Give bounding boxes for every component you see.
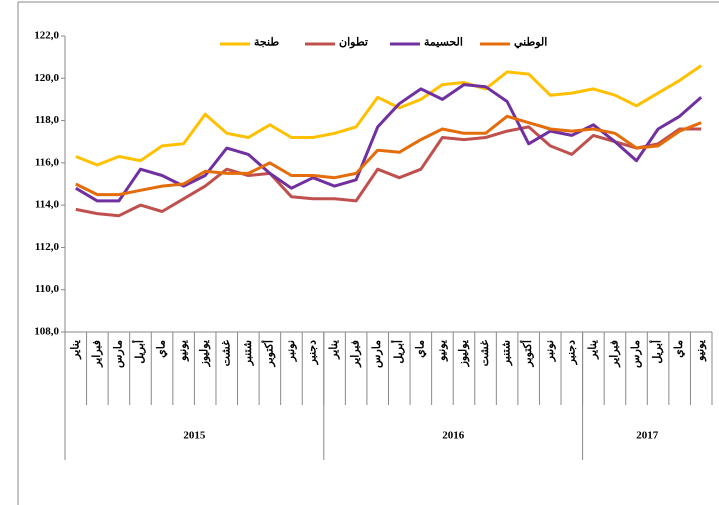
x-tick-label: فبراير [91, 340, 103, 368]
x-tick-label: يونيو [177, 340, 189, 362]
x-tick-label: أبريل [391, 340, 405, 364]
x-tick-label: أكتوبر [261, 340, 275, 367]
x-tick-label: مارس [112, 340, 124, 368]
y-tick-label: 120,0 [34, 72, 59, 84]
x-tick-label: يوليوز [199, 340, 211, 367]
legend-label: تطوان [339, 37, 368, 49]
year-label: 2016 [442, 430, 465, 442]
x-tick-label: غشت [220, 340, 232, 367]
x-tick-label: ماي [414, 340, 427, 358]
legend-label: الوطني [514, 37, 547, 50]
x-tick-label: غشت [479, 340, 491, 367]
series-line [75, 64, 703, 167]
x-tick-label: ماي [673, 340, 686, 358]
x-tick-label: دجنبر [565, 340, 577, 366]
legend-label: الحسيمة [424, 37, 463, 49]
series-line [75, 125, 702, 218]
x-tick-label: يونيو [436, 340, 448, 362]
x-tick-label: نونبر [544, 340, 556, 362]
y-tick-label: 122,0 [34, 30, 59, 42]
year-label: 2017 [636, 430, 659, 442]
x-tick-label: أبريل [132, 340, 146, 364]
series-line [75, 114, 702, 197]
x-tick-label: يناير [69, 340, 81, 360]
x-tick-label: يناير [328, 340, 340, 360]
x-tick-label: ماي [156, 340, 169, 358]
x-tick-label: نونبر [285, 340, 297, 362]
year-label: 2015 [183, 430, 206, 442]
x-tick-label: دجنبر [307, 340, 319, 366]
x-tick-label: أكتوبر [520, 340, 534, 367]
x-tick-label: فبراير [350, 340, 362, 368]
x-tick-label: يونيو [695, 340, 707, 362]
x-tick-label: فبراير [608, 340, 620, 368]
x-tick-label: شتنبر [501, 340, 513, 366]
y-tick-label: 108,0 [34, 326, 59, 338]
y-tick-label: 118,0 [35, 114, 60, 126]
y-tick-label: 112,0 [35, 241, 60, 253]
x-tick-label: شتنبر [242, 340, 254, 366]
x-tick-label: يوليوز [458, 340, 470, 367]
y-tick-label: 114,0 [35, 199, 60, 211]
y-tick-label: 110,0 [35, 283, 60, 295]
x-tick-label: أبريل [650, 340, 664, 364]
x-tick-label: يناير [587, 340, 599, 360]
x-tick-label: مارس [371, 340, 383, 368]
legend-label: طنجة [254, 37, 279, 49]
y-tick-label: 116,0 [35, 156, 60, 168]
x-tick-label: مارس [630, 340, 642, 368]
